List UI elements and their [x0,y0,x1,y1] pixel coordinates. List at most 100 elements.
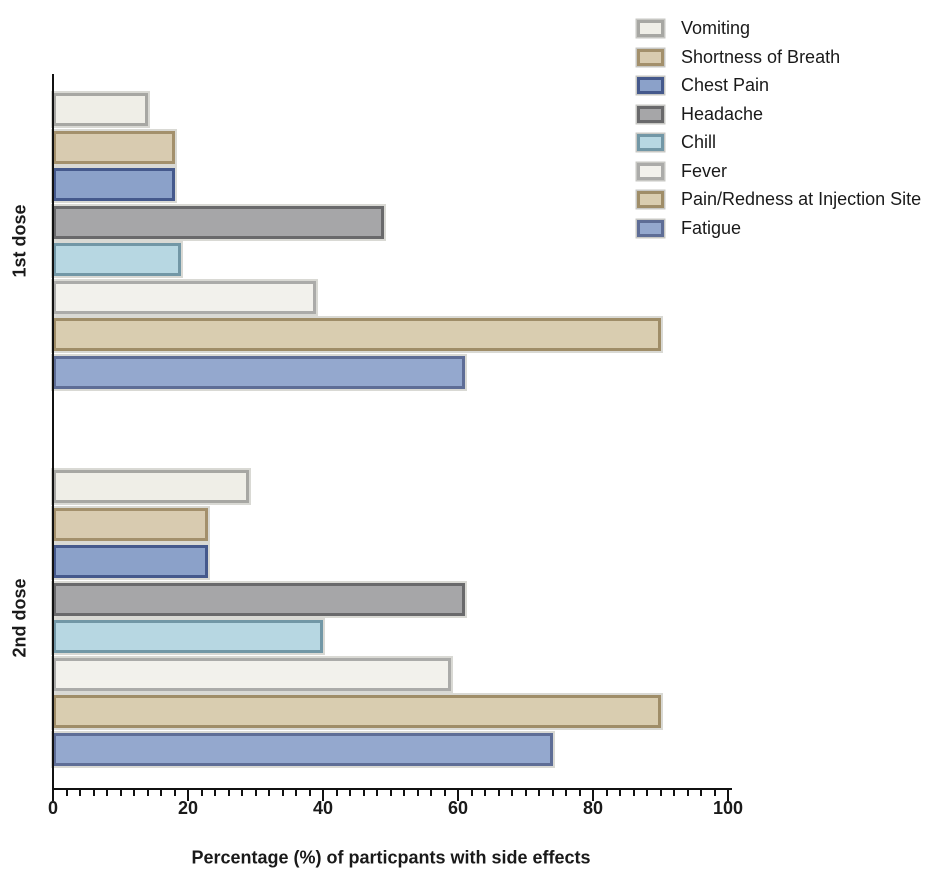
x-major-tick [322,790,324,801]
x-minor-tick [511,790,513,796]
x-minor-tick [335,790,338,796]
x-major-tick [592,790,594,801]
x-tick-label: 0 [47,798,59,818]
x-minor-tick [295,790,297,796]
x-minor-tick [673,790,675,796]
x-minor-tick [713,790,716,796]
y-group-label: 1st dose [9,204,30,278]
x-minor-tick [659,790,662,796]
x-minor-tick [349,790,351,796]
bar-1st-dose-fatigue [53,355,465,389]
x-minor-tick [403,790,405,796]
bar-2nd-dose-vomiting [53,470,249,503]
x-minor-tick [632,790,635,796]
x-minor-tick [241,790,243,796]
legend-item: Pain/Redness at Injection Site [637,189,922,209]
bar-1st-dose-fever [53,280,317,314]
x-minor-tick [254,790,257,796]
x-tick-label: 60 [447,798,469,818]
x-minor-tick [106,790,108,796]
x-minor-tick [470,790,473,796]
legend-item: Chill [637,132,921,152]
bar-1st-dose-chill [53,243,182,276]
x-major-tick [457,790,459,801]
x-tick-label: 80 [582,798,604,818]
x-minor-tick [700,790,702,796]
legend-label: Chest Pain [681,75,770,95]
legend-item: Headache [637,103,921,124]
legend-label: Chill [681,132,717,152]
x-tick-label: 20 [177,798,199,818]
bar-1st-dose-pain-redness-at-injection-site [53,318,661,351]
x-minor-tick [497,790,500,796]
x-minor-tick [416,790,419,796]
x-minor-tick [551,790,554,796]
x-tick-label: 40 [312,798,334,818]
legend-swatch-icon [637,48,664,66]
x-tick-label: 100 [712,798,744,818]
x-minor-tick [376,790,378,796]
legend-swatch-icon [637,191,664,208]
x-minor-tick [389,790,392,796]
x-minor-tick [214,790,216,796]
legend-label: Vomiting [681,18,751,38]
bar-2nd-dose-fatigue [53,732,553,766]
x-minor-tick [619,790,621,796]
x-minor-tick [65,790,68,796]
bar-2nd-dose-headache [53,582,465,616]
legend-item: Vomiting [637,18,921,38]
x-minor-tick [160,790,162,796]
legend-swatch-icon [637,162,664,180]
x-major-tick [52,790,54,801]
x-minor-tick [362,790,365,796]
x-minor-tick [79,790,81,796]
bar-2nd-dose-fever [53,657,452,691]
x-minor-tick [133,790,135,796]
x-major-tick [727,790,729,801]
legend-label: Fatigue [681,217,742,238]
x-minor-tick [430,790,432,796]
bar-2nd-dose-pain-redness-at-injection-site [53,695,661,728]
legend-label: Pain/Redness at Injection Site [681,189,922,209]
x-axis-line [52,788,732,790]
x-minor-tick [565,790,567,796]
x-minor-tick [281,790,284,796]
x-minor-tick [92,790,95,796]
y-group-label: 2nd dose [9,578,30,658]
x-minor-tick [119,790,122,796]
legend-swatch-icon [637,219,664,237]
x-minor-tick [686,790,689,796]
bar-2nd-dose-chill [53,620,323,653]
bar-2nd-dose-chest-pain [53,545,209,578]
legend-item: Chest Pain [637,75,921,95]
x-minor-tick [605,790,608,796]
legend-swatch-icon [637,105,664,123]
legend: Vomiting Shortness of Breath Chest Pain Hea… [637,18,922,238]
x-minor-tick [173,790,176,796]
bar-1st-dose-shortness-of-breath [53,130,175,164]
legend-item: Shortness of Breath [637,46,921,67]
x-minor-tick [227,790,230,796]
x-minor-tick [268,790,270,796]
x-minor-tick [146,790,149,796]
legend-label: Headache [681,103,764,124]
bar-1st-dose-chest-pain [53,168,175,201]
legend-swatch-icon [637,134,664,151]
x-minor-tick [578,790,581,796]
legend-item: Fever [637,160,921,181]
legend-swatch-icon [637,77,664,94]
x-minor-tick [524,790,527,796]
legend-label: Shortness of Breath [681,46,841,67]
legend-label: Fever [681,160,728,181]
y-axis-line [52,74,54,790]
bar-1st-dose-headache [53,205,384,239]
legend-swatch-icon [637,20,664,37]
x-axis-title: Percentage (%) of particpants with side … [191,847,591,868]
x-minor-tick [646,790,648,796]
bar-1st-dose-vomiting [53,93,148,126]
legend-item: Fatigue [637,217,921,238]
x-minor-tick [200,790,203,796]
x-minor-tick [484,790,486,796]
